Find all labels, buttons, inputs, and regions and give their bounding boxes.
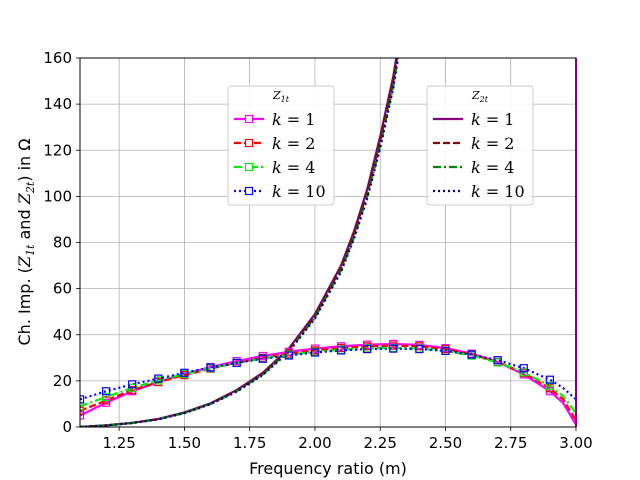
y-tick-label: 80 — [53, 234, 72, 252]
z2t-legend-label: k = 4 — [471, 158, 514, 177]
z1t-legend-marker — [244, 114, 254, 124]
y-tick-label: 60 — [53, 280, 72, 298]
z1t-legend-label: k = 1 — [272, 110, 315, 129]
z1t-marker-k10 — [415, 344, 424, 354]
z1t-marker-k10 — [389, 344, 398, 353]
x-tick-label: 2.00 — [298, 434, 331, 452]
x-tick-label: 1.25 — [102, 434, 135, 452]
z1t-marker-k10 — [493, 356, 502, 365]
y-tick-label: 20 — [53, 372, 72, 390]
z1t-marker-k1 — [80, 411, 85, 420]
z1t-marker-k10 — [467, 350, 476, 359]
z1t-marker-k10 — [258, 354, 267, 363]
z1t-marker-k10 — [310, 348, 320, 357]
z1t-series-line-k10 — [80, 347, 576, 401]
y-tick-label: 120 — [43, 141, 72, 159]
x-tick-label: 2.50 — [429, 434, 462, 452]
x-tick-label: 2.75 — [494, 434, 527, 452]
z1t-marker-k4 — [80, 402, 85, 411]
z1t-marker-k4 — [545, 381, 554, 391]
z1t-marker-k2 — [80, 406, 85, 415]
z1t-marker-k10 — [206, 363, 215, 372]
z1t-series-line-k2 — [80, 344, 576, 421]
z1t-marker-k10 — [154, 374, 163, 383]
z2t-legend-label: k = 2 — [471, 134, 514, 153]
z1t-marker-k10 — [441, 346, 450, 355]
z2t-series-line-k2 — [80, 58, 399, 427]
z1t-marker-k10 — [284, 351, 293, 360]
legend-z2t: Z2t k = 1 k = 2 k = 4 k = 10 — [426, 85, 534, 206]
z1t-legend-marker — [244, 186, 254, 196]
legend-z1t-title: Z1t — [272, 89, 290, 104]
z1t-marker-k10 — [519, 364, 528, 373]
z1t-legend-marker — [244, 162, 254, 172]
z1t-marker-k10 — [128, 380, 137, 389]
y-tick-label: 140 — [43, 95, 72, 113]
x-tick-label: 3.00 — [559, 434, 592, 452]
z1t-marker-k10 — [102, 387, 111, 396]
z2t-legend-label: k = 1 — [471, 110, 514, 129]
z1t-legend-label: k = 10 — [272, 182, 326, 201]
x-axis-label: Frequency ratio (m) — [249, 459, 407, 478]
z1t-marker-k4 — [102, 392, 111, 402]
z2t-legend-label: k = 10 — [471, 182, 525, 201]
z1t-marker-k10 — [545, 375, 554, 384]
z1t-legend-marker — [244, 138, 254, 148]
axis-ticks: 1.25 1.50 1.75 2.00 2.25 2.50 2.75 3.00 0 20 40 60 8… — [43, 49, 592, 452]
z1t-marker-k10 — [232, 358, 241, 367]
x-tick-label: 1.50 — [168, 434, 201, 452]
y-tick-label: 40 — [53, 326, 72, 344]
z1t-legend-label: k = 4 — [272, 158, 315, 177]
y-tick-label: 160 — [43, 49, 72, 67]
z1t-legend-label: k = 2 — [272, 134, 315, 153]
legend-z1t-frame — [227, 85, 335, 206]
y-axis-label: Ch. Imp. (Z1t and Z2t) in Ω — [15, 139, 37, 346]
x-tick-label: 1.75 — [233, 434, 266, 452]
z1t-marker-k10 — [363, 344, 372, 354]
legend-z2t-frame — [426, 85, 534, 206]
series-layer — [80, 58, 576, 427]
legend-z1t: Z1t k = 1 k = 2 k = 4 k = 10 — [227, 85, 335, 206]
y-tick-label: 100 — [43, 187, 72, 205]
z1t-marker-k4 — [519, 368, 528, 377]
z1t-marker-k10 — [180, 368, 189, 377]
legend-z2t-title: Z2t — [471, 89, 489, 104]
x-tick-label: 2.25 — [364, 434, 397, 452]
y-tick-label: 0 — [62, 418, 72, 436]
z1t-marker-k10 — [80, 395, 85, 404]
z1t-marker-k10 — [336, 346, 346, 355]
